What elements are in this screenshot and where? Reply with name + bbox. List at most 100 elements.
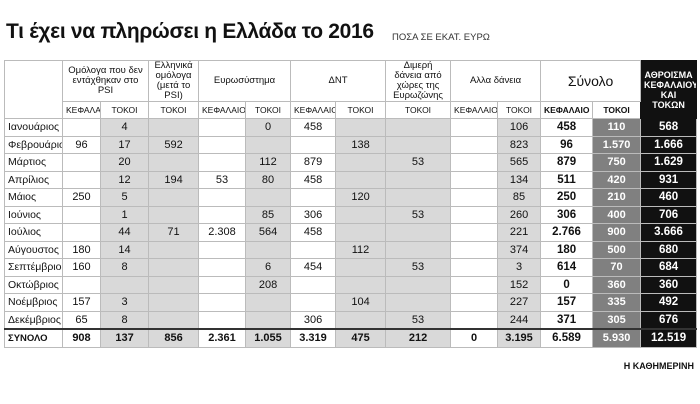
column-header: ΤΟΚΟΙ	[497, 101, 542, 119]
cell: 138	[335, 135, 387, 154]
cell	[290, 240, 337, 259]
cell: 931	[640, 170, 698, 189]
cell: 475	[335, 328, 387, 348]
column-header: ΚΕΦΑΛΑΙΟ	[198, 101, 247, 119]
cell: 8	[99, 258, 150, 277]
cell: 511	[540, 170, 594, 189]
month: Ιούνιος	[4, 205, 63, 224]
cell	[450, 258, 499, 277]
cell: 306	[540, 205, 594, 224]
cell: 6.589	[540, 328, 594, 348]
title: Τι έχει να πληρώσει η Ελλάδα το 2016	[6, 20, 374, 43]
cell: 0	[450, 328, 499, 348]
cell: 420	[592, 170, 642, 189]
cell	[450, 205, 499, 224]
cell: 1.570	[592, 135, 642, 154]
row: Αύγουστος 180 14 112 374 180 500 680	[4, 240, 698, 259]
month: Σεπτέμβριος	[4, 258, 63, 277]
cell: 3.666	[640, 223, 698, 242]
cell: 458	[290, 118, 337, 137]
column-header: ΚΕΦΑΛΑΙΟ	[290, 101, 337, 119]
cell	[450, 310, 499, 330]
cell	[148, 153, 200, 172]
cell: 305	[592, 310, 642, 330]
cell: 460	[640, 188, 698, 207]
cell	[385, 240, 452, 259]
cell: 106	[497, 118, 542, 137]
cell	[335, 258, 387, 277]
column-header: ΤΟΚΟΙ	[335, 101, 387, 119]
cell: 250	[62, 188, 101, 207]
cell: 492	[640, 293, 698, 312]
cell	[245, 240, 292, 259]
cell: 20	[99, 153, 150, 172]
month: Νοέμβριος	[4, 293, 63, 312]
cell	[335, 275, 387, 294]
cell: 458	[290, 223, 337, 242]
cell: 71	[148, 223, 200, 242]
column-header: ΤΟΚΟΙ	[99, 101, 150, 119]
source: Η ΚΑΘΗΜΕΡΙΝΗ	[623, 361, 694, 371]
cell: 53	[385, 153, 452, 172]
cell: 2.361	[198, 328, 247, 348]
cell: 112	[335, 240, 387, 259]
cell: 374	[497, 240, 542, 259]
row: Ιούλιος 44 71 2.308 564 458 221 2.766 900 3.666	[4, 223, 698, 242]
cell	[62, 153, 101, 172]
cell: 454	[290, 258, 337, 277]
cell: 400	[592, 205, 642, 224]
cell: 3	[99, 293, 150, 312]
cell: 96	[62, 135, 101, 154]
corner	[4, 60, 63, 119]
month: Απρίλιος	[4, 170, 63, 189]
cell	[385, 170, 452, 189]
cell: 2.308	[198, 223, 247, 242]
cell	[335, 205, 387, 224]
cell	[335, 223, 387, 242]
cell: 250	[540, 188, 594, 207]
cell	[198, 293, 247, 312]
cell	[198, 240, 247, 259]
cell: 137	[99, 328, 150, 348]
month: Ιούλιος	[4, 223, 63, 242]
cell: 614	[540, 258, 594, 277]
cell: 592	[148, 135, 200, 154]
cell	[450, 188, 499, 207]
cell: 85	[497, 188, 542, 207]
cell: 85	[245, 205, 292, 224]
row: Μάρτιος 20 112 879 53 565 879 750 1.629	[4, 153, 698, 172]
cell	[385, 275, 452, 294]
cell	[335, 153, 387, 172]
column-header: ΤΟΚΟΙ	[245, 101, 292, 119]
cell: 12	[99, 170, 150, 189]
cell: 208	[245, 275, 292, 294]
group-header: Διμερή δάνεια από χώρες της Ευρωζώνης	[385, 60, 452, 102]
cell: 53	[385, 310, 452, 330]
subtitle: ΠΟΣΑ ΣΕ ΕΚΑΤ. ΕΥΡΩ	[392, 32, 490, 43]
cell: 5.930	[592, 328, 642, 348]
cell: 0	[540, 275, 594, 294]
cell: 44	[99, 223, 150, 242]
cell	[148, 310, 200, 330]
cell	[198, 118, 247, 137]
row: Οκτώβριος 208 152 0 360 360	[4, 275, 698, 294]
cell: 260	[497, 205, 542, 224]
cell: 856	[148, 328, 200, 348]
cell: 908	[62, 328, 101, 348]
cell	[245, 310, 292, 330]
cell	[148, 275, 200, 294]
group-header: ΑΘΡΟΙΣΜΑ ΚΕΦΑΛΑΙΟΥ ΚΑΙ ΤΟΚΩΝ	[640, 60, 698, 119]
cell	[198, 205, 247, 224]
cell: 157	[62, 293, 101, 312]
cell: 1	[99, 205, 150, 224]
month: Αύγουστος	[4, 240, 63, 259]
row: Νοέμβριος 157 3 104 227 157 335 492	[4, 293, 698, 312]
cell: 360	[592, 275, 642, 294]
cell: 823	[497, 135, 542, 154]
column-header: ΚΕΦΑΛΑΙΟ	[450, 101, 499, 119]
cell: 210	[592, 188, 642, 207]
cell	[62, 170, 101, 189]
cell	[385, 188, 452, 207]
cell: 221	[497, 223, 542, 242]
